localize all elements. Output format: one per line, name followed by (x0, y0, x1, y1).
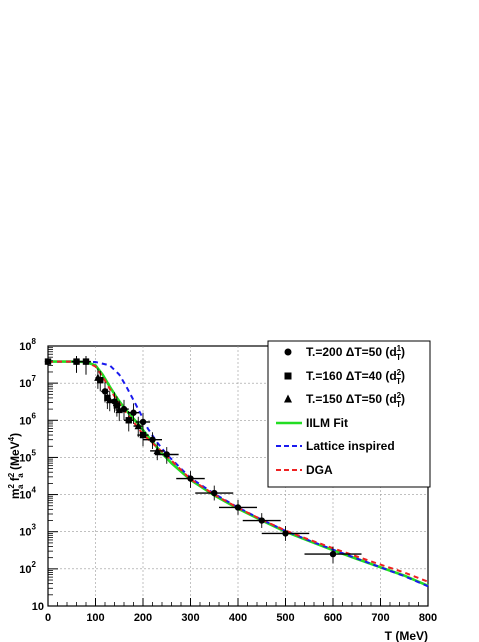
axes: 0 100 200 300 400 500 600 700 800 10 102 103 104 105 1… (19, 337, 437, 624)
data-point-triangles (94, 373, 102, 381)
legend-marker-circles (284, 348, 292, 356)
data-point-circles (163, 451, 170, 458)
legend-label-lattice: Lattice inspired (306, 439, 395, 453)
y-tick-label: 108 (19, 337, 36, 353)
legend-label-triangles: T.=150 ΔT=50 (d2 T) (306, 391, 405, 409)
y-tick-label: 10 (32, 601, 44, 613)
data-point-circles (120, 405, 128, 413)
y-axis-label-unit-close: ) (8, 433, 22, 437)
y-tick-label: 105 (19, 448, 36, 464)
data-point-circles (139, 418, 147, 426)
data-point-circles (329, 550, 337, 558)
y-axis-label-sup1: 2 (7, 483, 16, 488)
x-tick-label: 100 (86, 612, 104, 624)
data-point-squares (139, 431, 147, 439)
y-axis-label-sup2: 2 (7, 472, 16, 477)
y-tick-label: 107 (19, 374, 36, 390)
y-axis-label-f: f (8, 476, 22, 481)
data-point-squares (104, 394, 111, 402)
y-axis-label-unit-sup: 4 (7, 436, 16, 441)
x-tick-label: 200 (134, 612, 152, 624)
data-point-circles (187, 475, 194, 482)
y-tick-label: 104 (19, 486, 36, 502)
data-point-triangles (106, 395, 114, 404)
legend-box (267, 340, 431, 488)
y-axis-label-m: m (8, 488, 22, 499)
data-point-circles (282, 530, 289, 537)
data-point-squares (73, 358, 80, 365)
legend-label-dga: DGA (306, 463, 333, 477)
legend-label-circles: T.=200 ΔT=50 (d1 T) (306, 344, 405, 362)
data-point-circles (101, 388, 109, 395)
legend: T.=200 ΔT=50 (d1 T) T.=160 ΔT=40 (d2 T) T.=1… (267, 340, 431, 488)
data-point-squares (44, 358, 52, 365)
x-axis-label: T (MeV) (385, 629, 428, 642)
legend-label-ilm: IILM Fit (306, 416, 348, 430)
x-tick-label: 300 (181, 612, 199, 624)
y-axis-label: m2a f2a (MeV4) (7, 433, 25, 499)
y-axis-label-sub1: a (16, 484, 25, 489)
y-tick-label: 103 (19, 523, 36, 539)
data-point-triangles (134, 421, 142, 430)
data-point-triangles (153, 446, 161, 455)
data-point-circles (130, 409, 137, 416)
data-points (44, 356, 362, 564)
data-point-squares (82, 358, 90, 365)
y-axis-label-sub2: a (16, 473, 25, 478)
x-tick-label: 700 (371, 612, 389, 624)
legend-marker-triangles (284, 394, 292, 403)
data-point-circles (149, 436, 156, 443)
legend-label-squares: T.=160 ΔT=40 (d2 T) (306, 368, 405, 386)
y-tick-label: 106 (19, 411, 36, 427)
x-tick-label: 400 (229, 612, 247, 624)
data-point-triangles (115, 405, 123, 414)
x-tick-label: 800 (419, 612, 437, 624)
curve-lattice (48, 360, 429, 588)
y-tick-label: 102 (19, 560, 36, 576)
data-point-circles (234, 504, 242, 511)
legend-marker-squares (284, 372, 292, 380)
data-point-squares (125, 417, 132, 424)
data-point-squares (113, 402, 121, 409)
data-point-circles (258, 517, 265, 524)
x-tick-label: 0 (45, 612, 51, 624)
x-tick-label: 600 (324, 612, 342, 624)
y-axis-label-unit: (MeV (8, 441, 22, 470)
svg-text:m2a f2a (MeV4): m2a f2a (MeV4) (7, 433, 25, 499)
data-point-circles (211, 489, 218, 497)
x-tick-label: 500 (276, 612, 294, 624)
